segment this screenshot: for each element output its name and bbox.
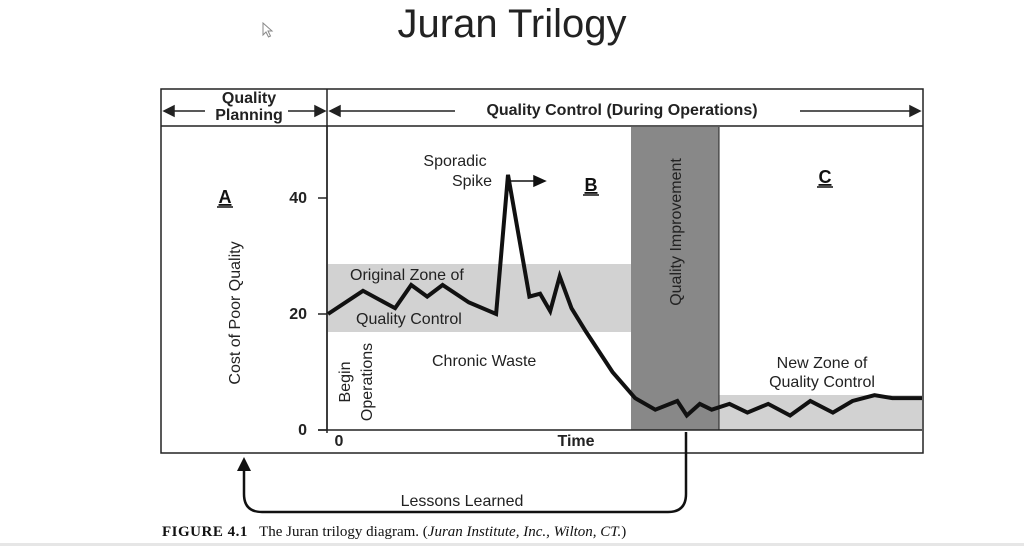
lessons-learned-arrowhead bbox=[237, 457, 251, 471]
y-tick-label: 0 bbox=[298, 422, 307, 439]
new-zone-label-line2: Quality Control bbox=[769, 374, 875, 391]
marker-c: C bbox=[819, 167, 832, 187]
y-ticks: 0 20 40 bbox=[289, 190, 327, 439]
marker-b: B bbox=[585, 175, 598, 195]
quality-control-arrow bbox=[328, 104, 922, 118]
y-axis-label: Cost of Poor Quality bbox=[227, 241, 244, 384]
sporadic-spike-label-line2: Spike bbox=[452, 173, 492, 190]
sporadic-spike-label-line1: Sporadic bbox=[423, 153, 486, 170]
x-axis-label: Time bbox=[557, 433, 594, 450]
caption-text: The Juran trilogy diagram. ( bbox=[259, 524, 428, 540]
caption-close: ) bbox=[621, 524, 627, 540]
quality-planning-arrow bbox=[162, 104, 327, 118]
quality-improvement-label: Quality Improvement bbox=[668, 158, 685, 306]
lessons-learned-arrow bbox=[242, 432, 688, 514]
new-zone-label-line1: New Zone of bbox=[777, 355, 868, 372]
quality-planning-label-line1: Quality bbox=[222, 90, 276, 107]
marker-a: A bbox=[219, 187, 232, 207]
begin-operations-line2: Operations bbox=[359, 343, 376, 421]
original-zone-label-line1: Original Zone of bbox=[350, 267, 464, 284]
slide-title: Juran Trilogy bbox=[397, 2, 627, 46]
new-zone-band bbox=[719, 395, 922, 430]
sporadic-spike-arrow bbox=[506, 174, 547, 188]
caption-source: Juran Institute, Inc., Wilton, CT. bbox=[427, 524, 622, 540]
figure-caption: FIGURE 4.1 The Juran trilogy diagram. (J… bbox=[162, 524, 626, 541]
lessons-learned-label: Lessons Learned bbox=[401, 493, 524, 510]
caption-figure-number: FIGURE 4.1 bbox=[162, 524, 248, 540]
quality-planning-label-line2: Planning bbox=[215, 107, 283, 124]
begin-operations-line1: Begin bbox=[337, 362, 354, 403]
slide-bottom-rule bbox=[0, 543, 1024, 546]
cost-of-poor-quality-line bbox=[326, 174, 922, 419]
quality-improvement-band bbox=[631, 127, 719, 430]
mouse-pointer-icon bbox=[262, 22, 274, 38]
chronic-waste-label: Chronic Waste bbox=[432, 353, 536, 370]
original-zone-label-line2: Quality Control bbox=[356, 311, 462, 328]
y-tick-label: 40 bbox=[289, 190, 307, 207]
x-origin-label: 0 bbox=[335, 433, 344, 450]
y-tick-label: 20 bbox=[289, 306, 307, 323]
quality-control-label: Quality Control (During Operations) bbox=[486, 102, 757, 119]
